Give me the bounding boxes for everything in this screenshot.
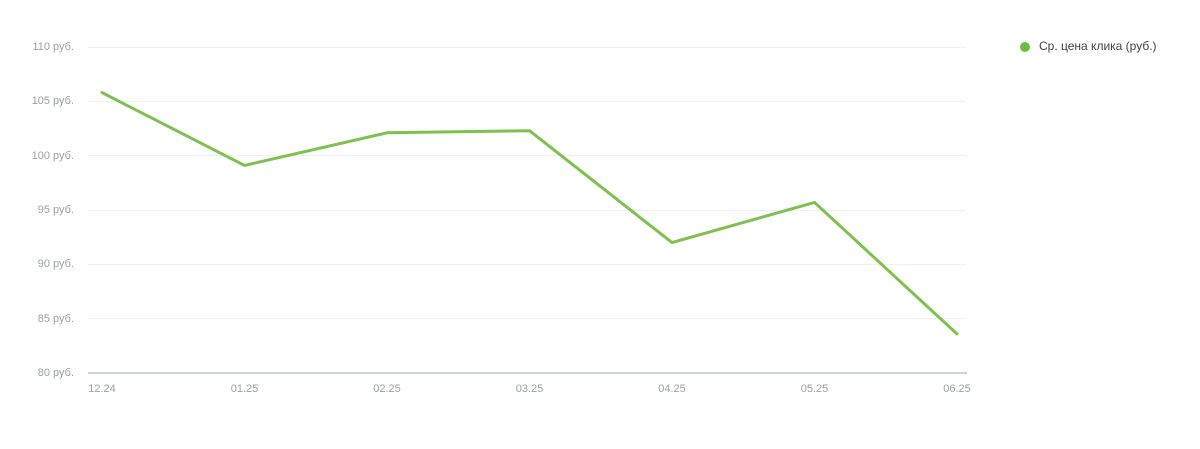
x-tick-label: 05.25: [800, 383, 829, 395]
y-gridline: [88, 155, 966, 157]
x-axis-line: [88, 372, 967, 374]
y-gridline: [88, 318, 966, 320]
y-tick-label: 85 руб.: [37, 312, 74, 325]
y-tick-label: 100 руб.: [31, 149, 74, 162]
x-tick-label: 04.25: [658, 383, 686, 395]
x-tick-label: 03.25: [515, 383, 544, 395]
y-tick-label: 90 руб.: [37, 258, 74, 271]
y-tick-label: 110 руб.: [32, 41, 74, 53]
series-line: [100, 91, 959, 336]
y-gridline: [88, 263, 966, 265]
x-tick-label: 01.25: [230, 383, 259, 395]
legend-item[interactable]: Ср. цена клика (руб.): [1020, 39, 1157, 54]
y-tick-label: 95 руб.: [37, 204, 74, 216]
y-gridline: [88, 209, 966, 211]
legend-dot-icon: [1020, 41, 1030, 52]
x-tick-label: 02.25: [373, 383, 401, 395]
y-gridline: [88, 46, 966, 48]
y-gridline: [88, 100, 966, 102]
y-tick-label: 105 руб.: [31, 95, 74, 108]
x-tick-label: 12.24: [88, 383, 116, 395]
legend-label: Ср. цена клика (руб.): [1039, 39, 1157, 53]
x-tick-label: 06.25: [943, 383, 971, 395]
y-tick-label: 80 руб.: [37, 367, 74, 379]
